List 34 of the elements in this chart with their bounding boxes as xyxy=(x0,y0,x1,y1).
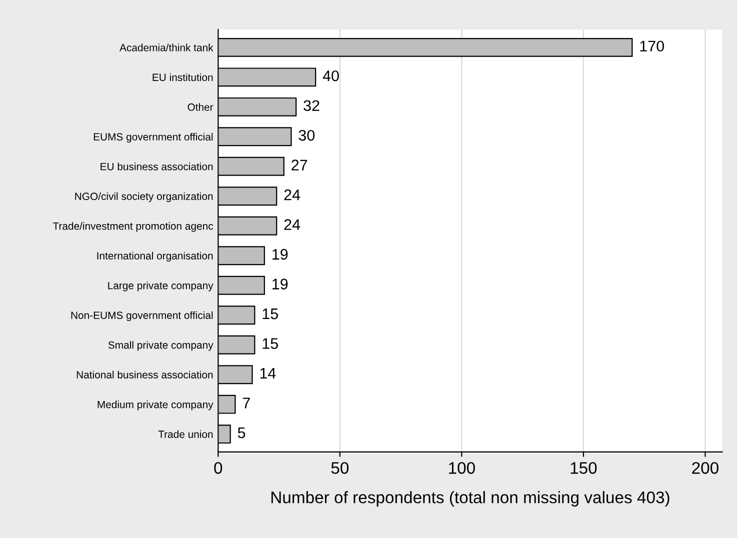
y-tick-label: Non-EUMS government official xyxy=(71,311,213,322)
y-tick-label: International organisation xyxy=(97,252,213,262)
y-tick-label: Other xyxy=(188,103,214,111)
y-tick-label: Medium private company xyxy=(98,400,214,410)
x-axis-title: Number of respondents (total non missing values 403) xyxy=(271,491,670,507)
y-tick-label: Academia/think tank xyxy=(120,44,214,52)
data-label: 40 xyxy=(322,70,339,82)
data-label: 15 xyxy=(262,338,278,349)
x-tick-label: 50 xyxy=(331,462,349,474)
data-label: 24 xyxy=(284,219,300,230)
data-label: 14 xyxy=(260,368,276,379)
data-label: 19 xyxy=(272,278,288,290)
y-tick-label: Large private company xyxy=(108,282,214,292)
y-tick-label: NGO/civil society organization xyxy=(75,192,213,202)
y-tick-label: Trade/investment promotion agenc xyxy=(52,222,214,232)
data-label: 24 xyxy=(284,189,300,200)
data-label: 7 xyxy=(242,398,250,408)
y-tick-label: EUMS government official xyxy=(94,132,213,143)
data-label: 30 xyxy=(298,130,315,141)
x-tick-label: 0 xyxy=(214,462,222,474)
data-label: 27 xyxy=(292,160,308,170)
y-tick-label: National business association xyxy=(76,370,213,378)
x-tick-label: 150 xyxy=(570,462,597,474)
x-tick-label: 100 xyxy=(449,462,475,474)
y-tick-label: EU institution xyxy=(152,73,213,82)
data-label: 15 xyxy=(262,308,278,320)
data-label: 5 xyxy=(238,428,246,438)
y-tick-label: EU business association xyxy=(100,162,213,170)
y-tick-label: Small private company xyxy=(108,341,214,351)
x-tick-label: 200 xyxy=(692,462,718,474)
data-label: 32 xyxy=(304,100,320,112)
data-label: 19 xyxy=(272,248,288,260)
data-label: 170 xyxy=(640,40,664,52)
y-tick-label: Trade union xyxy=(158,430,213,438)
